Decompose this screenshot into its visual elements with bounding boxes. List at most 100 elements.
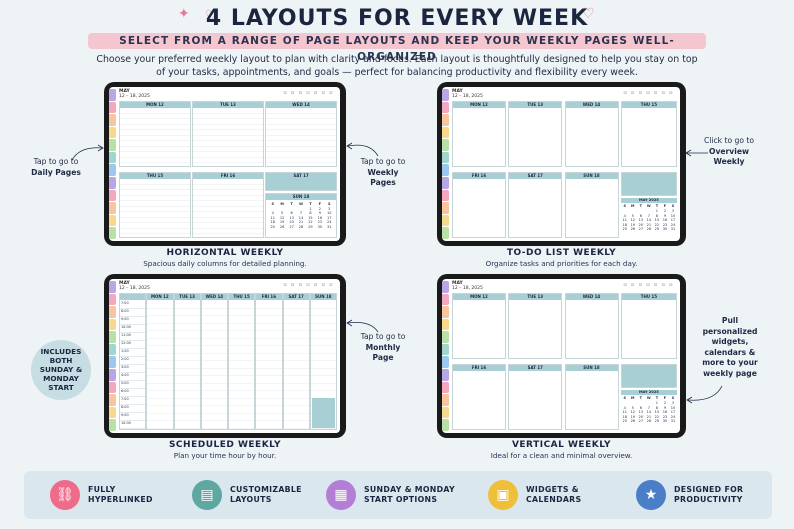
notes-box[interactable] xyxy=(620,364,677,388)
mini-day[interactable]: 20 xyxy=(638,222,644,227)
mini-day[interactable]: 16 xyxy=(662,218,668,223)
toolbar-icons[interactable]: ⊡ ⊡ ⊡ ⊡ ⊡ ⊡ ⊡ xyxy=(283,90,334,95)
mini-day[interactable]: 6 xyxy=(639,405,642,410)
day-box[interactable]: SAT 17 xyxy=(508,172,563,238)
side-tab[interactable] xyxy=(442,151,449,164)
side-tab[interactable] xyxy=(109,214,116,227)
side-tabs[interactable] xyxy=(109,281,116,431)
mini-day[interactable]: 1 xyxy=(655,209,659,214)
mini-day[interactable] xyxy=(268,207,277,211)
mini-day[interactable]: 9 xyxy=(663,213,667,218)
mini-day[interactable]: 31 xyxy=(327,224,332,229)
mini-day[interactable]: 9 xyxy=(663,405,667,410)
mini-day[interactable]: 6 xyxy=(639,213,642,218)
mini-day[interactable]: 13 xyxy=(638,218,644,223)
mini-day[interactable]: 7 xyxy=(647,405,650,410)
mini-day[interactable]: 19 xyxy=(630,414,636,419)
mini-day[interactable]: 17 xyxy=(327,215,332,220)
side-tabs[interactable] xyxy=(109,89,116,239)
side-tab[interactable] xyxy=(442,164,449,177)
mini-day[interactable]: 28 xyxy=(646,227,652,232)
toolbar-icons[interactable]: ⊡ ⊡ ⊡ ⊡ ⊡ ⊡ ⊡ xyxy=(623,90,674,95)
mini-day[interactable]: 25 xyxy=(270,224,275,229)
side-tab[interactable] xyxy=(442,343,449,356)
mini-day[interactable]: 30 xyxy=(662,419,668,424)
mini-day[interactable]: 3 xyxy=(671,209,675,214)
day-box[interactable]: MON 12 xyxy=(452,101,506,167)
side-tab[interactable] xyxy=(109,419,116,431)
side-tab[interactable] xyxy=(109,151,116,164)
mini-day[interactable]: 2 xyxy=(318,206,321,211)
day-column[interactable]: THU 15 xyxy=(228,293,256,430)
day-box[interactable]: FRI 16 xyxy=(192,172,264,238)
mini-calendar[interactable]: S M T W T F S 1 2 3 4 5 6 7 8 9 10 11 12 13 14 15 16 17 18 19 20 21… xyxy=(268,201,334,229)
mini-day[interactable]: 13 xyxy=(638,410,644,415)
mini-calendar[interactable]: MAY 2025 S M T W T F S 1 2 3 4 5 6 7 8 9 10 11 12 13 14 15 16 17… xyxy=(620,390,677,424)
mini-day[interactable]: 19 xyxy=(630,222,636,227)
day-column[interactable]: MON 12 xyxy=(146,293,174,430)
side-tab[interactable] xyxy=(109,89,116,101)
mini-day[interactable] xyxy=(621,209,629,213)
mini-day[interactable]: 14 xyxy=(298,215,304,220)
day-column[interactable]: WED 14 xyxy=(200,293,228,430)
side-tab[interactable] xyxy=(109,369,116,381)
side-tab[interactable] xyxy=(109,114,116,126)
mini-day[interactable]: 23 xyxy=(662,222,668,227)
side-tab[interactable] xyxy=(442,177,449,189)
mini-day[interactable]: 20 xyxy=(289,220,294,225)
side-tab[interactable] xyxy=(109,318,116,331)
day-box[interactable]: SUN 18 xyxy=(564,172,619,238)
day-box[interactable]: THU 15 xyxy=(119,172,191,238)
side-tab[interactable] xyxy=(442,189,449,202)
toolbar-icons[interactable]: ⊡ ⊡ ⊡ ⊡ ⊡ ⊡ ⊡ xyxy=(283,282,334,287)
side-tab[interactable] xyxy=(442,126,449,139)
mini-day[interactable]: 10 xyxy=(670,405,676,410)
mini-day[interactable]: 2 xyxy=(663,401,667,406)
mini-day[interactable]: 16 xyxy=(662,410,668,415)
day-column[interactable]: SAT 17 xyxy=(282,293,310,430)
side-tab[interactable] xyxy=(109,177,116,189)
day-box[interactable]: SUN 18 xyxy=(564,364,619,430)
day-box[interactable]: WED 14 xyxy=(265,101,337,167)
mini-day[interactable]: 14 xyxy=(646,410,652,415)
mini-day[interactable]: 21 xyxy=(298,220,304,225)
mini-day[interactable]: 20 xyxy=(638,414,644,419)
mini-day[interactable]: 10 xyxy=(327,211,332,216)
mini-day[interactable]: 12 xyxy=(279,215,285,220)
mini-day[interactable]: 29 xyxy=(308,224,313,229)
mini-day[interactable]: 31 xyxy=(670,419,676,424)
mini-day[interactable]: 22 xyxy=(654,222,660,227)
side-tab[interactable] xyxy=(442,214,449,227)
day-box[interactable]: SAT 17 xyxy=(265,172,337,192)
mini-day[interactable]: 21 xyxy=(646,222,652,227)
day-box[interactable]: TUE 13 xyxy=(508,101,563,167)
day-box[interactable]: THU 15 xyxy=(620,293,677,359)
side-tab[interactable] xyxy=(442,356,449,369)
mini-day[interactable]: 15 xyxy=(308,215,313,220)
day-box[interactable]: MON 12 xyxy=(119,101,191,167)
mini-day[interactable]: 12 xyxy=(630,410,636,415)
day-box[interactable]: WED 14 xyxy=(564,101,619,167)
mini-day[interactable]: 15 xyxy=(654,410,660,415)
mini-day[interactable]: 13 xyxy=(289,215,294,220)
mini-day[interactable]: 29 xyxy=(654,419,660,424)
mini-day[interactable]: 26 xyxy=(630,227,636,232)
mini-day[interactable]: 28 xyxy=(298,224,304,229)
side-tab[interactable] xyxy=(109,394,116,406)
mini-day[interactable]: 5 xyxy=(631,213,634,218)
side-tab[interactable] xyxy=(109,293,116,306)
side-tab[interactable] xyxy=(442,114,449,126)
mini-day[interactable]: 5 xyxy=(281,211,284,216)
mini-day[interactable]: 18 xyxy=(270,220,275,225)
day-box[interactable]: MON 12 xyxy=(452,293,506,359)
side-tab[interactable] xyxy=(442,406,449,419)
mini-day[interactable]: 1 xyxy=(655,401,659,406)
mini-day[interactable]: 24 xyxy=(327,220,332,225)
side-tab[interactable] xyxy=(109,227,116,239)
mini-day[interactable]: 7 xyxy=(299,211,303,216)
mini-day[interactable]: 18 xyxy=(622,222,627,227)
mini-day[interactable]: 29 xyxy=(654,227,660,232)
day-column[interactable]: TUE 13 xyxy=(173,293,201,430)
mini-calendar[interactable]: MAY 2025 S M T W T F S 1 2 3 4 5 6 7 8 9 10 11 12 13 14 15 16 17… xyxy=(620,198,677,232)
day-box[interactable]: THU 15 xyxy=(620,101,677,167)
